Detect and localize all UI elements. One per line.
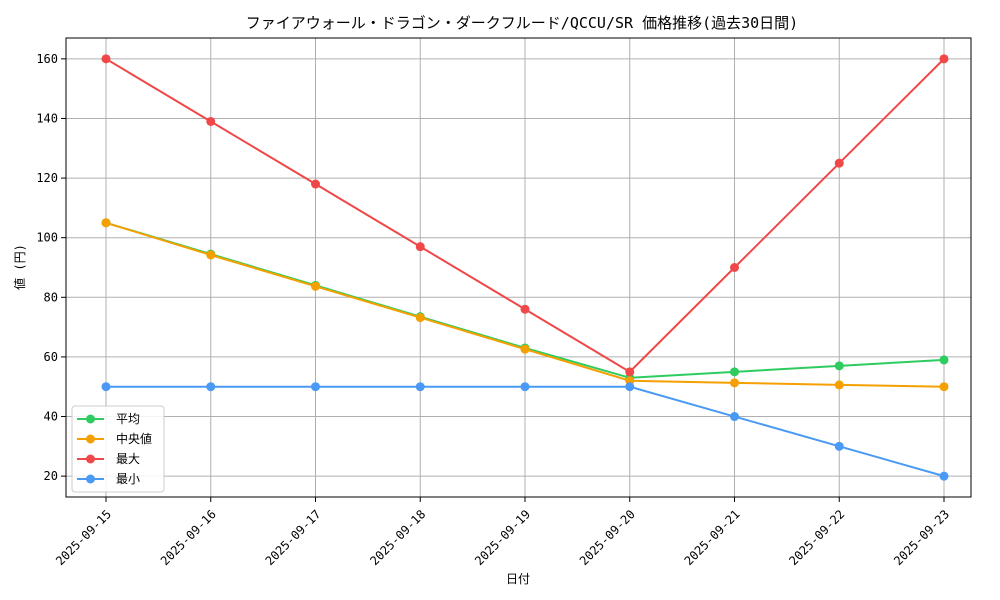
x-tick-label: 2025-09-16: [158, 507, 219, 568]
legend-label: 平均: [116, 412, 140, 426]
data-point: [730, 263, 739, 272]
data-point: [206, 382, 216, 392]
data-point: [101, 218, 111, 228]
data-point: [939, 382, 949, 392]
legend-marker: [86, 474, 95, 484]
series-lines: [101, 54, 949, 481]
y-axis-title: 値 (円): [12, 244, 27, 290]
y-tick-label: 160: [36, 52, 58, 66]
data-point: [939, 54, 949, 64]
data-point: [730, 378, 739, 388]
data-point: [834, 441, 844, 451]
data-point: [834, 380, 844, 390]
data-point: [939, 355, 949, 365]
legend-label: 中央値: [116, 431, 152, 446]
y-tick-label: 60: [44, 350, 58, 364]
data-point: [730, 412, 739, 422]
grid: [66, 38, 971, 497]
data-point: [206, 250, 216, 260]
data-point: [311, 382, 320, 392]
data-point: [415, 382, 425, 392]
data-point: [415, 242, 425, 252]
data-point: [625, 367, 635, 377]
x-axis-title: 日付: [506, 572, 530, 586]
data-point: [625, 382, 635, 392]
data-point: [730, 367, 739, 377]
data-point: [206, 116, 216, 126]
data-point: [834, 158, 844, 168]
data-point: [311, 179, 320, 189]
legend-label: 最小: [116, 472, 140, 486]
x-tick-label: 2025-09-20: [577, 507, 638, 568]
y-tick-label: 20: [44, 469, 58, 483]
x-tick-label: 2025-09-23: [891, 507, 952, 568]
legend-marker: [86, 434, 95, 444]
legend-label: 最大: [116, 452, 140, 466]
plot-frame: [65, 37, 972, 498]
x-tick-label: 2025-09-17: [263, 507, 324, 568]
y-tick-label: 140: [36, 111, 58, 125]
data-point: [520, 344, 530, 354]
x-tick-label: 2025-09-22: [786, 507, 847, 568]
x-tick-label: 2025-09-15: [53, 507, 114, 568]
legend-marker: [86, 454, 95, 464]
y-tick-label: 40: [44, 410, 58, 424]
axes: 2025-09-15 2025-09-16 2025-09-17 2025-09-18…: [36, 52, 952, 568]
data-point: [834, 361, 844, 371]
data-point: [520, 304, 530, 314]
y-tick-label: 100: [36, 231, 58, 245]
x-tick-label: 2025-09-18: [367, 507, 428, 568]
chart-title: ファイアウォール・ドラゴン・ダークフルード/QCCU/SR 価格推移(過去30日…: [246, 14, 798, 32]
data-point: [101, 382, 111, 392]
x-tick-label: 2025-09-19: [472, 507, 533, 568]
data-point: [520, 382, 530, 392]
legend-box: [71, 405, 165, 493]
data-point: [311, 281, 320, 291]
legend-marker: [86, 414, 95, 424]
data-point: [939, 471, 949, 481]
y-tick-label: 120: [36, 171, 58, 185]
data-point: [101, 54, 111, 64]
x-tick-label: 2025-09-21: [682, 507, 743, 568]
y-tick-label: 80: [44, 290, 58, 304]
data-point: [415, 313, 425, 323]
